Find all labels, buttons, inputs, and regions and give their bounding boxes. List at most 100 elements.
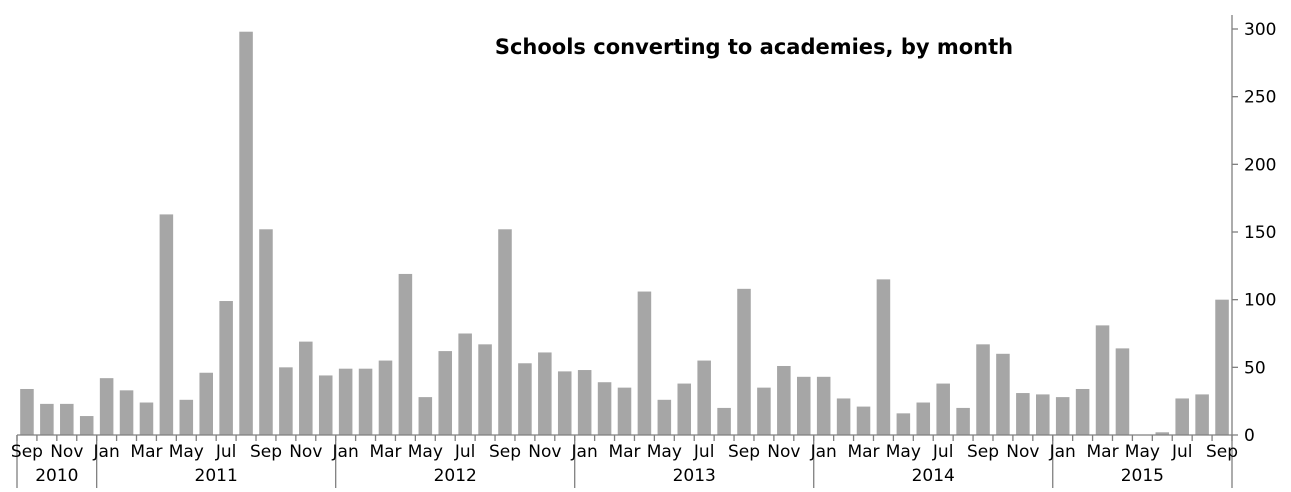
x-tick-label-sep: Sep <box>728 442 760 462</box>
x-tick-label-nov: Nov <box>289 442 322 462</box>
bar-mar-6 <box>139 402 154 435</box>
bar-jun-21 <box>438 351 453 435</box>
bar-oct-49 <box>996 353 1010 435</box>
bar-jun-33 <box>677 383 692 435</box>
x-tick-label-may: May <box>647 442 682 462</box>
bar-mar-30 <box>617 387 632 435</box>
x-tick-label-jan: Jan <box>93 442 120 462</box>
x-tick-label-jan: Jan <box>571 442 598 462</box>
y-tick-label: 200 <box>1244 155 1276 175</box>
year-label-2013: 2013 <box>673 466 716 486</box>
x-tick-label-mar: Mar <box>608 442 640 462</box>
bar-oct-25 <box>518 363 532 435</box>
x-tick-label-may: May <box>1125 442 1160 462</box>
bar-jun-9 <box>199 372 213 435</box>
y-tick-label: 250 <box>1244 88 1276 108</box>
bar-apr-43 <box>876 279 891 435</box>
x-tick-label-nov: Nov <box>1006 442 1039 462</box>
y-tick-label: 150 <box>1244 223 1276 243</box>
x-tick-labels: Sep Nov Jan Mar May Jul Sep Nov Jan Mar May Jul Sep N… <box>11 442 1238 462</box>
bar-jan-28 <box>577 370 592 435</box>
x-tick-label-mar: Mar <box>369 442 401 462</box>
y-tick-label: 50 <box>1244 358 1266 378</box>
bar-aug-35 <box>717 407 731 435</box>
x-tick-label-may: May <box>408 442 443 462</box>
bar-feb-53 <box>1075 388 1090 435</box>
bar-sep-0 <box>20 388 34 435</box>
bar-jun-45 <box>916 402 931 435</box>
bar-feb-17 <box>358 368 373 435</box>
bar-feb-29 <box>597 382 612 435</box>
x-tick-label-mar: Mar <box>847 442 879 462</box>
bar-may-20 <box>418 397 433 435</box>
bar-aug-59 <box>1195 394 1209 435</box>
bar-may-8 <box>179 399 194 435</box>
y-tick-label: 300 <box>1244 20 1276 40</box>
year-label-2015: 2015 <box>1121 466 1164 486</box>
x-tick-label-jul: Jul <box>693 442 715 462</box>
year-label-2012: 2012 <box>434 466 477 486</box>
bar-mar-42 <box>856 406 871 435</box>
bar-nov-38 <box>777 365 791 435</box>
chart-title: Schools converting to academies, by mont… <box>495 35 1013 59</box>
bar-aug-47 <box>956 407 970 435</box>
bar-sep-48 <box>976 344 990 435</box>
bar-dec-39 <box>796 376 811 435</box>
bar-dec-51 <box>1036 394 1050 435</box>
bar-jan-52 <box>1055 397 1070 435</box>
x-tick-label-sep: Sep <box>250 442 282 462</box>
y-tick-labels: 0 50 100 150 200 250 300 <box>1244 20 1276 446</box>
bar-nov-50 <box>1016 393 1030 435</box>
bar-apr-31 <box>637 291 652 435</box>
x-tick-label-jan: Jan <box>1049 442 1076 462</box>
x-tick-label-jul: Jul <box>454 442 476 462</box>
x-tick-label-sep: Sep <box>967 442 999 462</box>
x-tick-label-nov: Nov <box>528 442 561 462</box>
bar-nov-26 <box>538 352 552 435</box>
bar-sep-12 <box>259 229 273 435</box>
year-label-2014: 2014 <box>912 466 955 486</box>
bar-apr-19 <box>398 273 413 435</box>
x-tick-label-jul: Jul <box>215 442 237 462</box>
y-tick-label: 0 <box>1244 426 1255 446</box>
bar-jul-10 <box>219 301 233 435</box>
bar-may-44 <box>896 413 911 435</box>
bar-nov-2 <box>60 403 74 435</box>
year-labels: 2010 2011 2012 2013 2014 2015 <box>35 466 1164 486</box>
year-label-2010: 2010 <box>35 466 78 486</box>
bar-jul-34 <box>697 360 711 435</box>
x-tick-label-nov: Nov <box>50 442 83 462</box>
bar-jun-57 <box>1155 432 1170 435</box>
bar-feb-41 <box>836 398 851 435</box>
bar-mar-54 <box>1095 325 1110 435</box>
x-tick-label-nov: Nov <box>767 442 800 462</box>
bar-nov-14 <box>299 341 313 435</box>
bar-may-32 <box>657 399 672 435</box>
x-tick-label-may: May <box>886 442 921 462</box>
bar-dec-15 <box>318 375 333 435</box>
y-tick-label: 100 <box>1244 291 1276 311</box>
x-tick-label-mar: Mar <box>130 442 162 462</box>
x-tick-label-may: May <box>169 442 204 462</box>
bar-jan-16 <box>338 368 353 435</box>
bar-jan-40 <box>816 376 831 435</box>
x-tick-label-jan: Jan <box>810 442 837 462</box>
bar-jul-22 <box>458 333 472 435</box>
x-tick-label-jul: Jul <box>932 442 954 462</box>
bar-dec-3 <box>79 416 94 435</box>
year-label-2011: 2011 <box>195 466 238 486</box>
bar-sep-36 <box>737 288 751 435</box>
x-tick-label-jan: Jan <box>332 442 359 462</box>
x-tick-label-sep: Sep <box>489 442 521 462</box>
bar-sep-24 <box>498 229 512 435</box>
x-tick-label-jul: Jul <box>1171 442 1193 462</box>
bar-oct-37 <box>757 387 771 435</box>
x-tick-label-sep: Sep <box>11 442 43 462</box>
x-tick-label-mar: Mar <box>1086 442 1118 462</box>
bar-mar-18 <box>378 360 393 435</box>
bars-group <box>20 31 1229 436</box>
bar-oct-1 <box>40 403 54 435</box>
bar-apr-7 <box>159 214 174 435</box>
